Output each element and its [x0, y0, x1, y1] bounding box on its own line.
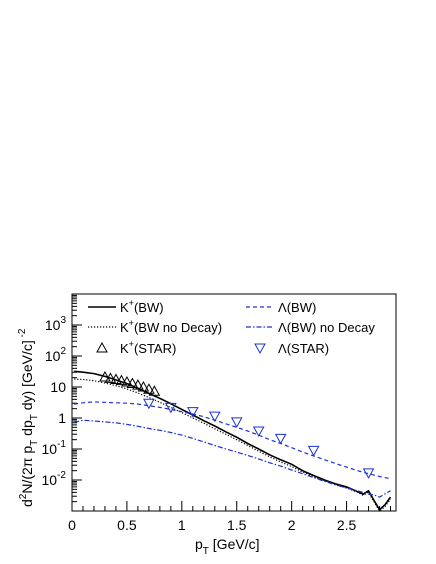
marker-series-2 [132, 379, 144, 390]
legend-label: Λ(BW) [278, 300, 316, 315]
marker-series-2 [121, 375, 133, 387]
legend: K+(BW) Λ(BW) K+(BW no Decay) Λ(BW) no Decay… [88, 298, 375, 356]
marker-series-5 [143, 398, 155, 410]
marker-series-5 [274, 433, 287, 445]
y-axis: 10-2 10-1 1 10 102 103 [42, 294, 82, 512]
x-axis: 0 0.5 1 1.5 2 2.5 [68, 501, 392, 533]
legend-marker [254, 343, 266, 355]
x-tick-label: 0.5 [117, 517, 137, 533]
line-series-1 [74, 378, 391, 512]
marker-series-5 [252, 426, 265, 438]
marker-series-2 [99, 370, 111, 382]
marker-series-2 [104, 372, 117, 383]
x-tick-label: 2.5 [337, 517, 357, 533]
marker-series-2 [110, 373, 122, 384]
x-tick-label: 1 [178, 517, 186, 533]
y-tick-label: 1 [58, 410, 66, 426]
y-tick-label: 103 [45, 315, 67, 333]
y-tick-label: 10-2 [42, 470, 67, 488]
marker-series-5 [208, 411, 221, 423]
line-series-4 [74, 419, 391, 498]
marker-series-2 [143, 383, 155, 394]
marker-series-2 [126, 377, 139, 388]
legend-marker [96, 341, 108, 353]
x-tick-label: 2 [288, 517, 296, 533]
legend-label: Λ(STAR) [278, 341, 329, 356]
line-series-0 [74, 370, 392, 511]
x-tick-label: 1.5 [227, 517, 247, 533]
legend-label: K+(STAR) [120, 339, 176, 356]
legend-label: K+(BW) [120, 298, 164, 315]
x-tick-label: 0 [68, 517, 76, 533]
x-axis-title: pT [GeV/c] [195, 536, 259, 557]
legend-label: K+(BW no Decay) [120, 318, 222, 335]
marker-series-2 [148, 385, 161, 396]
plot-frame [71, 293, 397, 512]
marker-series-5 [230, 417, 243, 428]
y-tick-label: 10 [50, 379, 66, 395]
legend-label: Λ(BW) no Decay [278, 320, 375, 335]
y-tick-label: 102 [45, 346, 67, 364]
marker-series-2 [137, 380, 150, 392]
marker-series-5 [186, 407, 199, 418]
marker-series-5 [164, 402, 177, 414]
marker-series-5 [362, 468, 375, 479]
plot-area [74, 370, 392, 512]
line-series-3 [74, 401, 391, 480]
y-tick-label: 10-1 [42, 439, 67, 457]
marker-series-5 [307, 445, 320, 457]
y-axis-title: d2N/(2π pT dpT dy) [GeV/c] -2 [17, 328, 40, 507]
marker-series-2 [115, 374, 128, 386]
